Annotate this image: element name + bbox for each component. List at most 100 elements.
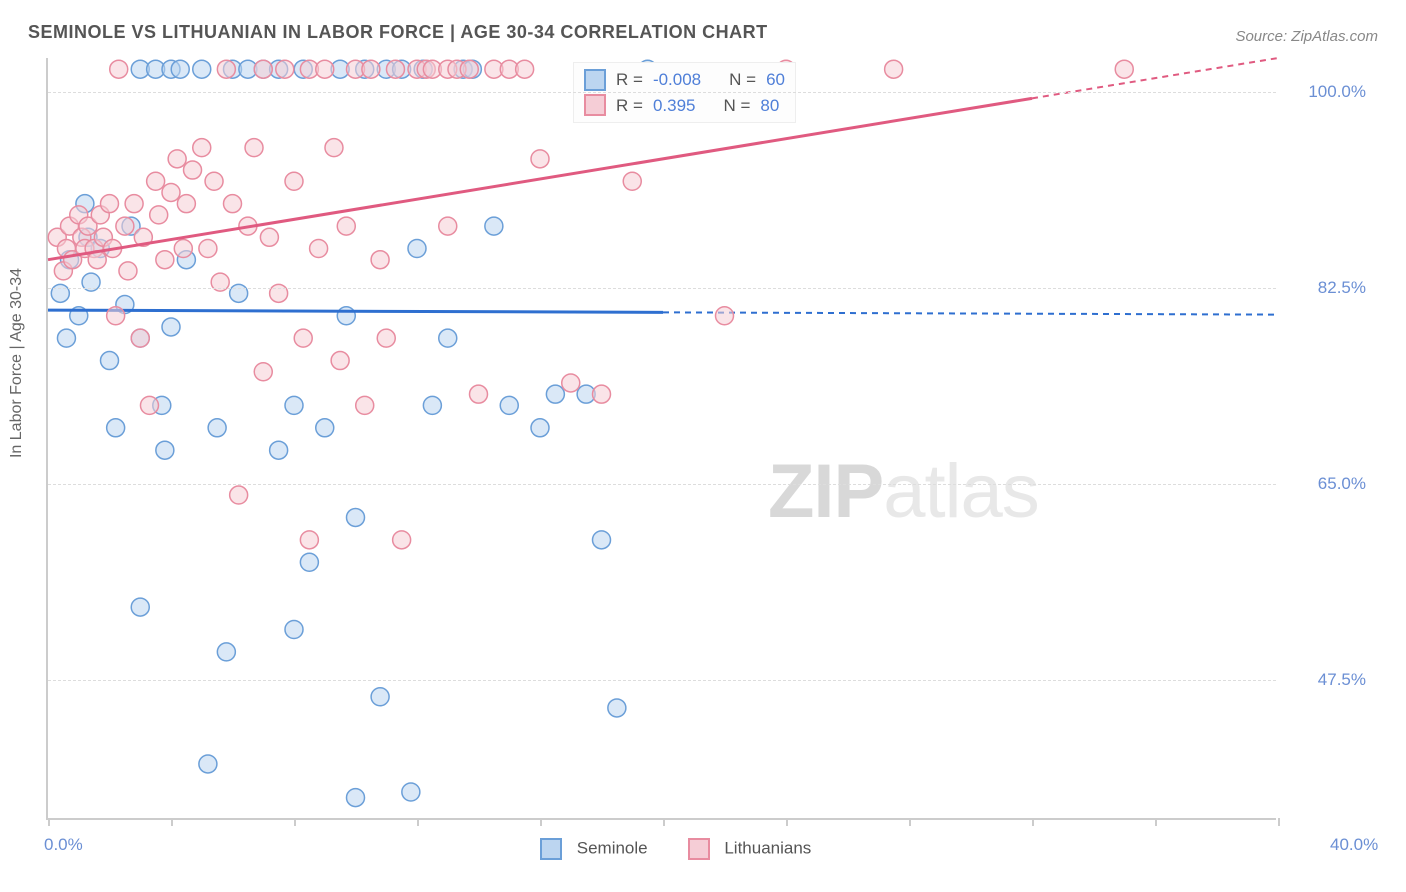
data-point-lithuanians xyxy=(623,172,641,190)
data-point-lithuanians xyxy=(470,385,488,403)
data-point-seminole xyxy=(347,508,365,526)
data-point-seminole xyxy=(171,60,189,78)
data-point-lithuanians xyxy=(516,60,534,78)
legend-item-seminole: Seminole xyxy=(540,838,648,860)
y-tick-label: 82.5% xyxy=(1286,278,1366,298)
data-point-lithuanians xyxy=(230,486,248,504)
plot-area: ZIPatlas R = -0.008 N = 60 R = 0.395 N =… xyxy=(46,58,1276,820)
data-point-seminole xyxy=(408,240,426,258)
data-point-lithuanians xyxy=(386,60,404,78)
n-value-lithuanians: 80 xyxy=(760,93,779,119)
data-point-lithuanians xyxy=(1115,60,1133,78)
data-point-seminole xyxy=(156,441,174,459)
data-point-seminole xyxy=(131,598,149,616)
data-point-lithuanians xyxy=(285,172,303,190)
data-point-lithuanians xyxy=(562,374,580,392)
y-tick-label: 65.0% xyxy=(1286,474,1366,494)
data-point-lithuanians xyxy=(439,217,457,235)
legend-label-seminole: Seminole xyxy=(577,838,648,857)
source-label: Source: ZipAtlas.com xyxy=(1235,28,1378,45)
data-point-seminole xyxy=(208,419,226,437)
n-label: N = xyxy=(729,67,756,93)
data-point-lithuanians xyxy=(593,385,611,403)
data-point-seminole xyxy=(316,419,334,437)
x-min-label: 0.0% xyxy=(44,835,83,855)
data-point-seminole xyxy=(439,329,457,347)
legend-row-seminole: R = -0.008 N = 60 xyxy=(584,67,785,93)
data-point-lithuanians xyxy=(310,240,328,258)
r-value-lithuanians: 0.395 xyxy=(653,93,696,119)
data-point-lithuanians xyxy=(184,161,202,179)
data-point-lithuanians xyxy=(371,251,389,269)
data-point-seminole xyxy=(371,688,389,706)
data-point-seminole xyxy=(500,396,518,414)
data-point-lithuanians xyxy=(177,195,195,213)
data-point-seminole xyxy=(337,307,355,325)
data-point-lithuanians xyxy=(156,251,174,269)
data-point-lithuanians xyxy=(116,217,134,235)
data-point-lithuanians xyxy=(325,139,343,157)
r-value-seminole: -0.008 xyxy=(653,67,701,93)
data-point-lithuanians xyxy=(294,329,312,347)
data-point-lithuanians xyxy=(199,240,217,258)
data-point-seminole xyxy=(199,755,217,773)
data-point-lithuanians xyxy=(716,307,734,325)
data-point-lithuanians xyxy=(356,396,374,414)
data-point-seminole xyxy=(57,329,75,347)
r-label: R = xyxy=(616,93,643,119)
data-point-lithuanians xyxy=(377,329,395,347)
legend-swatch-seminole xyxy=(584,69,606,91)
data-point-seminole xyxy=(608,699,626,717)
data-point-seminole xyxy=(546,385,564,403)
data-point-lithuanians xyxy=(125,195,143,213)
data-point-lithuanians xyxy=(331,352,349,370)
data-point-lithuanians xyxy=(193,139,211,157)
r-label: R = xyxy=(616,67,643,93)
y-axis-title: In Labor Force | Age 30-34 xyxy=(8,268,26,458)
legend-row-lithuanians: R = 0.395 N = 80 xyxy=(584,93,785,119)
data-point-lithuanians xyxy=(217,60,235,78)
trendline-seminole xyxy=(48,310,663,312)
n-label: N = xyxy=(723,93,750,119)
data-point-seminole xyxy=(300,553,318,571)
data-point-seminole xyxy=(423,396,441,414)
data-point-lithuanians xyxy=(531,150,549,168)
data-point-lithuanians xyxy=(393,531,411,549)
y-tick-label: 100.0% xyxy=(1286,82,1366,102)
n-value-seminole: 60 xyxy=(766,67,785,93)
data-point-seminole xyxy=(347,789,365,807)
data-point-lithuanians xyxy=(101,195,119,213)
y-tick-label: 47.5% xyxy=(1286,670,1366,690)
data-point-lithuanians xyxy=(337,217,355,235)
data-point-lithuanians xyxy=(107,307,125,325)
data-point-lithuanians xyxy=(254,363,272,381)
legend-swatch-icon xyxy=(688,838,710,860)
data-point-lithuanians xyxy=(300,531,318,549)
data-point-lithuanians xyxy=(140,396,158,414)
x-max-label: 40.0% xyxy=(1330,835,1378,855)
data-point-lithuanians xyxy=(885,60,903,78)
data-point-seminole xyxy=(101,352,119,370)
data-point-lithuanians xyxy=(168,150,186,168)
data-point-lithuanians xyxy=(205,172,223,190)
data-point-lithuanians xyxy=(162,183,180,201)
data-point-lithuanians xyxy=(254,60,272,78)
data-point-seminole xyxy=(285,396,303,414)
data-point-lithuanians xyxy=(119,262,137,280)
data-point-seminole xyxy=(285,621,303,639)
data-point-seminole xyxy=(162,318,180,336)
data-point-seminole xyxy=(485,217,503,235)
chart-title: SEMINOLE VS LITHUANIAN IN LABOR FORCE | … xyxy=(28,22,768,43)
data-point-seminole xyxy=(107,419,125,437)
legend-item-lithuanians: Lithuanians xyxy=(688,838,812,860)
data-point-seminole xyxy=(193,60,211,78)
series-legend: Seminole Lithuanians xyxy=(540,838,811,860)
data-point-lithuanians xyxy=(131,329,149,347)
data-point-seminole xyxy=(402,783,420,801)
data-point-lithuanians xyxy=(316,60,334,78)
data-point-lithuanians xyxy=(260,228,278,246)
data-point-lithuanians xyxy=(174,240,192,258)
data-point-seminole xyxy=(593,531,611,549)
data-point-lithuanians xyxy=(245,139,263,157)
data-point-lithuanians xyxy=(110,60,128,78)
